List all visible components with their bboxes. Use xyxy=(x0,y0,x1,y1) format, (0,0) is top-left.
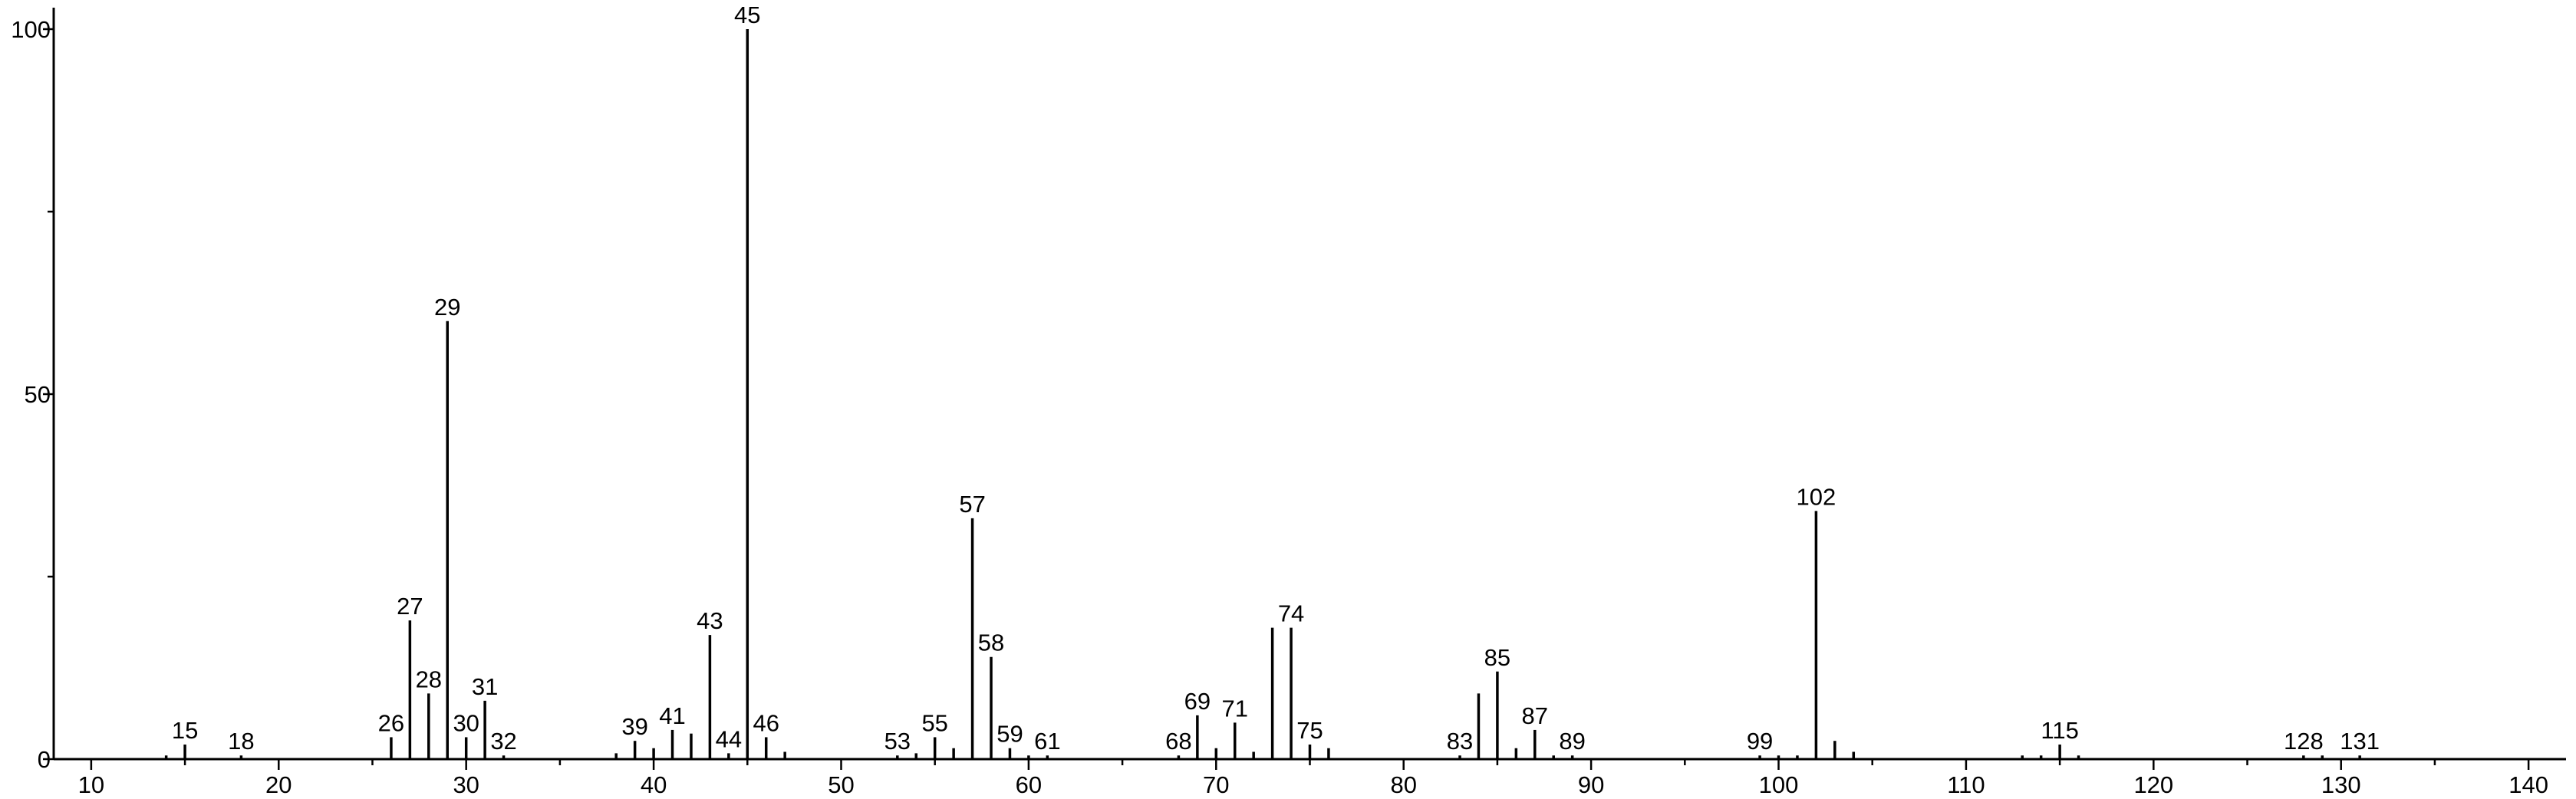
x-tick-label: 10 xyxy=(78,771,104,798)
peak-label: 102 xyxy=(1797,483,1836,510)
y-tick-label: 100 xyxy=(11,16,51,43)
peak-label: 131 xyxy=(2340,728,2380,755)
x-tick-label: 90 xyxy=(1578,771,1604,798)
peak-label: 41 xyxy=(659,702,685,729)
peak-label: 68 xyxy=(1165,728,1191,755)
peak-label: 27 xyxy=(397,593,423,620)
peak-label: 115 xyxy=(2041,717,2078,744)
peak-label: 30 xyxy=(453,709,479,736)
peak-label: 53 xyxy=(884,728,911,755)
peak-label: 83 xyxy=(1447,728,1473,755)
peak-label: 69 xyxy=(1184,688,1211,715)
x-tick-label: 70 xyxy=(1203,771,1229,798)
x-tick-label: 50 xyxy=(828,771,854,798)
peak-label: 31 xyxy=(472,673,498,700)
x-tick-label: 60 xyxy=(1016,771,1042,798)
peak-label: 46 xyxy=(753,709,779,736)
x-tick-label: 80 xyxy=(1390,771,1416,798)
peak-label: 87 xyxy=(1522,702,1548,729)
peak-label: 99 xyxy=(1747,728,1773,755)
peaks xyxy=(164,29,2361,759)
y-tick-label: 0 xyxy=(38,746,51,773)
peak-label: 71 xyxy=(1221,695,1247,722)
peak-label: 26 xyxy=(378,709,404,736)
y-ticks: 0 50 100 xyxy=(11,16,54,773)
x-tick-label: 30 xyxy=(453,771,479,798)
peak-label: 32 xyxy=(490,728,516,755)
x-tick-label: 130 xyxy=(2321,771,2361,798)
x-tick-label: 20 xyxy=(265,771,292,798)
peak-label: 43 xyxy=(697,607,723,634)
peak-label: 45 xyxy=(734,2,760,28)
axes xyxy=(52,8,2566,761)
peak-label: 75 xyxy=(1296,717,1323,744)
x-tick-label: 110 xyxy=(1947,771,1985,798)
x-tick-label: 40 xyxy=(641,771,667,798)
peak-label: 59 xyxy=(996,721,1023,748)
peak-label: 74 xyxy=(1278,600,1304,627)
y-tick-label: 50 xyxy=(25,381,51,408)
peak-label: 44 xyxy=(716,725,742,752)
peak-label: 61 xyxy=(1034,728,1060,755)
peak-label: 57 xyxy=(959,491,985,518)
x-tick-label: 140 xyxy=(2508,771,2548,798)
x-tick-label: 120 xyxy=(2133,771,2173,798)
peak-label: 85 xyxy=(1484,644,1510,671)
peak-label: 89 xyxy=(1559,728,1585,755)
peak-label: 29 xyxy=(434,294,460,321)
peak-label: 28 xyxy=(416,666,442,692)
peak-labels: 15 18 26 27 28 29 30 31 32 39 41 43 44 45 46 53 55 57 58 59… xyxy=(172,2,2380,755)
peak-label: 58 xyxy=(978,630,1004,656)
peak-label: 55 xyxy=(921,709,947,736)
peak-label: 15 xyxy=(172,717,198,744)
peak-label: 39 xyxy=(621,713,647,740)
peak-label: 128 xyxy=(2284,728,2324,755)
peak-label: 18 xyxy=(228,728,254,755)
x-tick-label: 100 xyxy=(1759,771,1799,798)
x-ticks: 10 20 30 40 50 60 70 80 90 100 110 120 130 140 xyxy=(78,759,2548,798)
